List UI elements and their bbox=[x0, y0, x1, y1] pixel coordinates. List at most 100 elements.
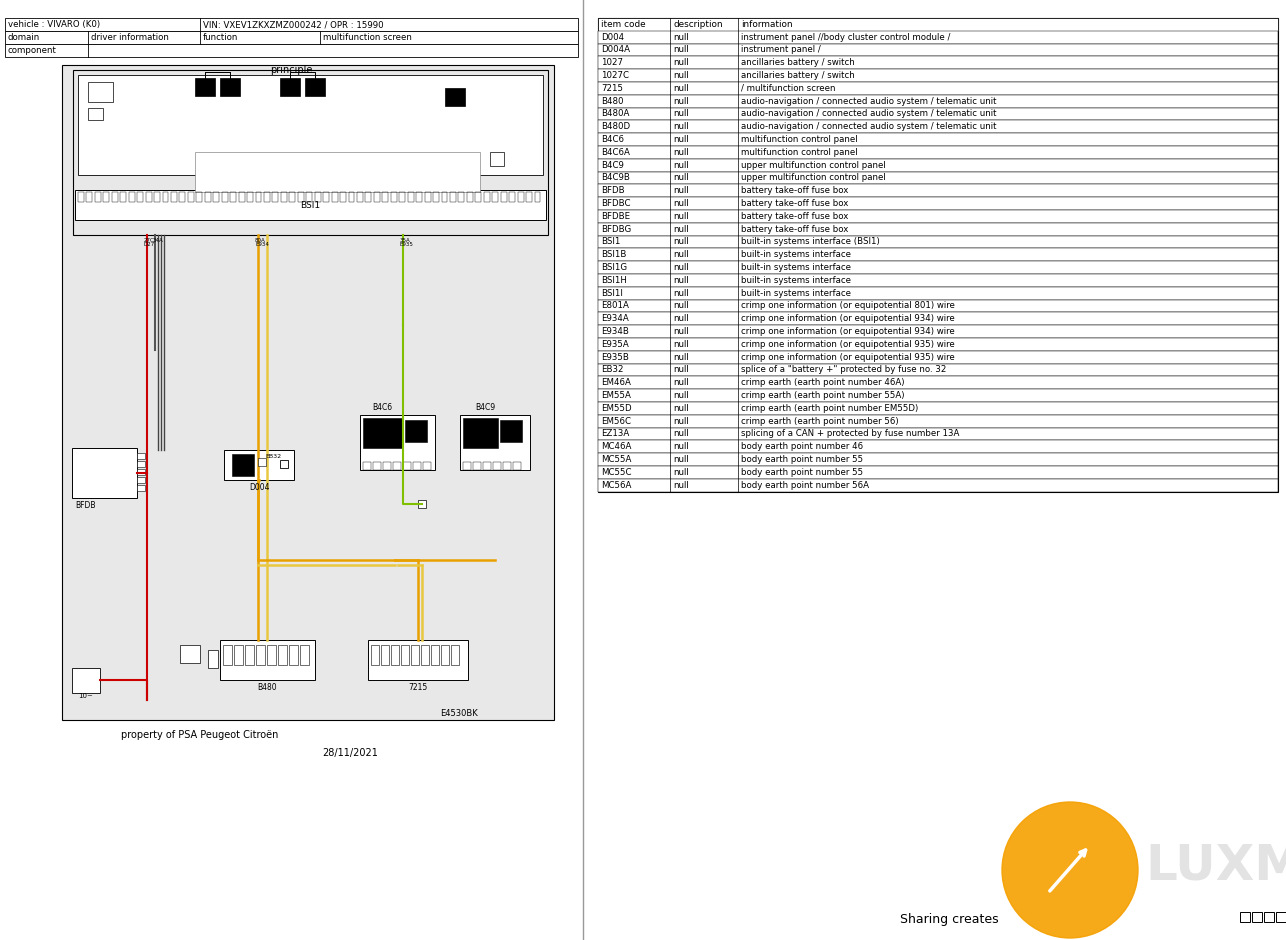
Bar bbox=[598, 338, 1278, 351]
Text: EB32: EB32 bbox=[601, 366, 624, 374]
Text: null: null bbox=[673, 109, 689, 118]
Bar bbox=[306, 192, 312, 202]
Bar bbox=[424, 192, 431, 202]
Bar bbox=[5, 44, 577, 57]
Text: D004: D004 bbox=[601, 33, 624, 41]
Text: LUXME: LUXME bbox=[1145, 841, 1286, 889]
Bar bbox=[598, 287, 1278, 300]
Bar bbox=[72, 448, 138, 498]
Bar bbox=[598, 159, 1278, 172]
Text: 1027: 1027 bbox=[601, 58, 622, 68]
Text: D004: D004 bbox=[248, 482, 269, 492]
Bar bbox=[484, 192, 490, 202]
Text: upper multifunction control panel: upper multifunction control panel bbox=[741, 161, 886, 170]
Bar bbox=[195, 78, 215, 96]
Text: B480A: B480A bbox=[601, 109, 629, 118]
Text: crimp one information (or equipotential 935) wire: crimp one information (or equipotential … bbox=[741, 340, 954, 349]
Text: instrument panel //body cluster control module /: instrument panel //body cluster control … bbox=[741, 33, 950, 41]
Bar bbox=[421, 645, 430, 665]
Text: BFDB: BFDB bbox=[601, 186, 625, 196]
Text: EM55D: EM55D bbox=[601, 404, 631, 413]
Text: null: null bbox=[673, 45, 689, 55]
Bar bbox=[267, 645, 276, 665]
Text: item code: item code bbox=[601, 20, 646, 29]
Bar bbox=[412, 645, 419, 665]
Text: crimp earth (earth point number EM55D): crimp earth (earth point number EM55D) bbox=[741, 404, 918, 413]
Bar bbox=[138, 477, 145, 483]
Bar bbox=[467, 192, 473, 202]
Bar bbox=[526, 192, 532, 202]
Text: B480: B480 bbox=[257, 682, 278, 692]
Text: B4C9: B4C9 bbox=[475, 403, 495, 413]
Bar bbox=[476, 192, 481, 202]
Bar bbox=[463, 462, 471, 470]
Bar bbox=[598, 210, 1278, 223]
Text: null: null bbox=[673, 430, 689, 438]
Bar bbox=[399, 192, 405, 202]
Bar bbox=[391, 645, 399, 665]
Bar bbox=[86, 192, 93, 202]
Text: BFDBG: BFDBG bbox=[601, 225, 631, 234]
Bar bbox=[360, 415, 435, 470]
Bar bbox=[365, 192, 372, 202]
Bar bbox=[256, 645, 265, 665]
Bar bbox=[231, 454, 255, 476]
Text: null: null bbox=[673, 416, 689, 426]
Bar bbox=[598, 18, 1278, 492]
Text: null: null bbox=[673, 84, 689, 93]
Text: 1027C: 1027C bbox=[601, 71, 629, 80]
Text: crimp one information (or equipotential 801) wire: crimp one information (or equipotential … bbox=[741, 302, 955, 310]
Text: component: component bbox=[8, 46, 57, 55]
Bar bbox=[280, 460, 288, 468]
Bar bbox=[138, 192, 143, 202]
Text: null: null bbox=[673, 366, 689, 374]
Text: EM46A: EM46A bbox=[601, 378, 631, 387]
Text: BSI1: BSI1 bbox=[301, 200, 320, 210]
Bar bbox=[75, 190, 547, 220]
Bar bbox=[403, 462, 412, 470]
Text: 34A: 34A bbox=[153, 238, 163, 243]
Text: null: null bbox=[673, 212, 689, 221]
Text: null: null bbox=[673, 225, 689, 234]
Text: MC56A: MC56A bbox=[601, 480, 631, 490]
Text: function: function bbox=[203, 33, 238, 42]
Bar bbox=[220, 640, 315, 680]
Bar bbox=[408, 192, 414, 202]
Text: null: null bbox=[673, 391, 689, 400]
Text: B480: B480 bbox=[601, 97, 624, 105]
Text: B4C6: B4C6 bbox=[601, 135, 624, 144]
Text: battery take-off fuse box: battery take-off fuse box bbox=[741, 212, 849, 221]
Text: information: information bbox=[741, 20, 792, 29]
Text: null: null bbox=[673, 404, 689, 413]
Text: BSI1G: BSI1G bbox=[601, 263, 628, 272]
Text: E934: E934 bbox=[255, 243, 269, 247]
Bar bbox=[473, 462, 481, 470]
Text: audio-navigation / connected audio system / telematic unit: audio-navigation / connected audio syste… bbox=[741, 109, 997, 118]
Text: built-in systems interface (BSI1): built-in systems interface (BSI1) bbox=[741, 238, 880, 246]
Bar bbox=[450, 192, 457, 202]
Bar bbox=[340, 192, 346, 202]
Bar bbox=[289, 192, 296, 202]
Circle shape bbox=[1002, 802, 1138, 938]
Text: D27: D27 bbox=[144, 243, 156, 247]
Text: domain: domain bbox=[8, 33, 40, 42]
Text: null: null bbox=[673, 71, 689, 80]
Bar bbox=[405, 420, 427, 442]
Text: MC55C: MC55C bbox=[601, 468, 631, 477]
Bar bbox=[197, 192, 202, 202]
Bar bbox=[213, 192, 219, 202]
Bar bbox=[598, 56, 1278, 70]
Bar bbox=[370, 645, 379, 665]
Text: E934A: E934A bbox=[601, 314, 629, 323]
Bar bbox=[598, 402, 1278, 415]
Text: BSI1H: BSI1H bbox=[601, 276, 626, 285]
Bar bbox=[433, 192, 439, 202]
Text: BFDBE: BFDBE bbox=[601, 212, 630, 221]
Bar bbox=[62, 65, 554, 720]
Text: vehicle : VIVARO (K0): vehicle : VIVARO (K0) bbox=[8, 20, 100, 29]
Bar bbox=[598, 261, 1278, 274]
Bar bbox=[518, 192, 523, 202]
Text: EM56C: EM56C bbox=[601, 416, 631, 426]
Bar bbox=[493, 462, 502, 470]
Bar bbox=[598, 236, 1278, 248]
